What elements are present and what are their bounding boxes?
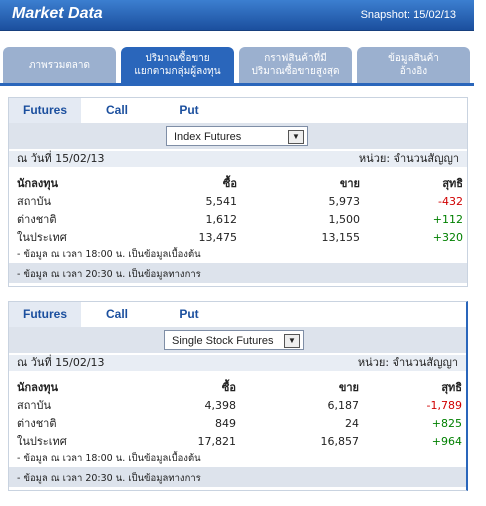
header-title: Market Data bbox=[12, 5, 103, 22]
nav-tab[interactable]: ข้อมูลสินค้าอ้างอิง bbox=[357, 47, 470, 83]
table-cell: 5,541 bbox=[205, 195, 238, 208]
table-cell: 17,821 bbox=[197, 435, 237, 448]
nav-tab[interactable]: ภาพรวมตลาด bbox=[3, 47, 116, 83]
column-header: นักลงทุน bbox=[17, 381, 59, 394]
table-cell: +320 bbox=[432, 231, 463, 244]
as-of-date: ณ วันที่ 15/02/13 bbox=[17, 356, 105, 369]
tab-label: ปริมาณซื้อขาย bbox=[145, 53, 210, 64]
column-header: ขาย bbox=[339, 177, 360, 190]
sub-tab[interactable]: Put bbox=[179, 307, 199, 321]
investor-type: สถาบัน bbox=[17, 195, 52, 208]
sub-tab[interactable]: Call bbox=[105, 307, 128, 321]
note: - ข้อมูล ณ เวลา 20:30 น. เป็นข้อมูลทางกา… bbox=[17, 473, 201, 484]
table-cell: 6,187 bbox=[327, 399, 360, 412]
sub-tab[interactable]: Call bbox=[105, 103, 128, 117]
table-cell: +112 bbox=[432, 213, 463, 226]
date-row: ณ วันที่ 15/02/13 หน่วย: จำนวนสัญญา bbox=[9, 151, 467, 167]
snapshot-date: Snapshot: 15/02/13 bbox=[360, 9, 456, 21]
tab-label: แยกตามกลุ่มผู้ลงทุน bbox=[134, 66, 221, 77]
column-header: สุทธิ bbox=[442, 177, 463, 190]
table-cell: 5,973 bbox=[328, 195, 361, 208]
note-band: - ข้อมูล ณ เวลา 20:30 น. เป็นข้อมูลทางกา… bbox=[9, 263, 467, 283]
dropdown-arrow: ▼ bbox=[284, 334, 300, 348]
note: - ข้อมูล ณ เวลา 20:30 น. เป็นข้อมูลทางกา… bbox=[17, 269, 201, 280]
sub-tab[interactable]: Put bbox=[179, 103, 199, 117]
note-band: - ข้อมูล ณ เวลา 20:30 น. เป็นข้อมูลทางกา… bbox=[9, 467, 466, 487]
table-cell: +825 bbox=[431, 417, 462, 430]
as-of-date: ณ วันที่ 15/02/13 bbox=[17, 152, 105, 165]
nav-tab[interactable]: ปริมาณซื้อขายแยกตามกลุ่มผู้ลงทุน bbox=[121, 47, 234, 83]
tab-underline bbox=[0, 83, 474, 86]
sub-tab[interactable]: Futures bbox=[9, 302, 81, 327]
table-cell: -432 bbox=[438, 195, 463, 208]
select-value: Index Futures bbox=[174, 131, 242, 143]
unit-label: หน่วย: จำนวนสัญญา bbox=[357, 356, 458, 369]
tab-label: ข้อมูลสินค้า bbox=[388, 53, 439, 64]
table-cell: +964 bbox=[431, 435, 462, 448]
dropdown-arrow: ▼ bbox=[288, 130, 304, 144]
select-value: Single Stock Futures bbox=[172, 335, 274, 347]
tab-label: ภาพรวมตลาด bbox=[28, 59, 91, 71]
table-cell: 849 bbox=[215, 417, 236, 430]
product-select[interactable]: Single Stock Futures ▼ bbox=[164, 330, 304, 350]
product-select[interactable]: Index Futures ▼ bbox=[166, 126, 308, 146]
tab-label: กราฟสินค้าที่มี bbox=[264, 53, 327, 64]
note: - ข้อมูล ณ เวลา 18:00 น. เป็นข้อมูลเบื้อ… bbox=[17, 249, 201, 260]
select-band: Single Stock Futures ▼ bbox=[9, 327, 466, 353]
column-header: ซื้อ bbox=[222, 177, 237, 190]
column-header: ขาย bbox=[338, 381, 359, 394]
date-row: ณ วันที่ 15/02/13 หน่วย: จำนวนสัญญา bbox=[9, 355, 466, 371]
investor-type: ในประเทศ bbox=[17, 231, 67, 244]
data-panel: Futures Call Put Single Stock Futures ▼ ณ วัน… bbox=[8, 301, 468, 491]
table-cell: 1,612 bbox=[205, 213, 238, 226]
investor-type: ต่างชาติ bbox=[17, 417, 57, 430]
tab-label: ปริมาณซื้อขายสูงสุด bbox=[251, 66, 340, 77]
table-cell: 4,398 bbox=[204, 399, 237, 412]
data-panel: Futures Call Put Index Futures ▼ ณ วันที่ 15/… bbox=[8, 97, 468, 287]
column-header: นักลงทุน bbox=[17, 177, 59, 190]
note: - ข้อมูล ณ เวลา 18:00 น. เป็นข้อมูลเบื้อ… bbox=[17, 453, 201, 464]
header-bar: Market Data Snapshot: 15/02/13 bbox=[0, 0, 474, 31]
table-cell: 16,857 bbox=[320, 435, 360, 448]
nav-tab[interactable]: กราฟสินค้าที่มีปริมาณซื้อขายสูงสุด bbox=[239, 47, 352, 83]
investor-type: สถาบัน bbox=[17, 399, 52, 412]
table-cell: 13,155 bbox=[321, 231, 361, 244]
table-cell: 24 bbox=[345, 417, 359, 430]
table-cell: 13,475 bbox=[198, 231, 238, 244]
unit-label: หน่วย: จำนวนสัญญา bbox=[358, 152, 459, 165]
sub-tab[interactable]: Futures bbox=[9, 98, 81, 123]
investor-type: ต่างชาติ bbox=[17, 213, 57, 226]
tab-label: อ้างอิง bbox=[399, 66, 428, 77]
column-header: ซื้อ bbox=[221, 381, 236, 394]
table-cell: 1,500 bbox=[328, 213, 361, 226]
table-cell: -1,789 bbox=[426, 399, 462, 412]
select-band: Index Futures ▼ bbox=[9, 123, 467, 149]
investor-type: ในประเทศ bbox=[17, 435, 67, 448]
column-header: สุทธิ bbox=[441, 381, 462, 394]
